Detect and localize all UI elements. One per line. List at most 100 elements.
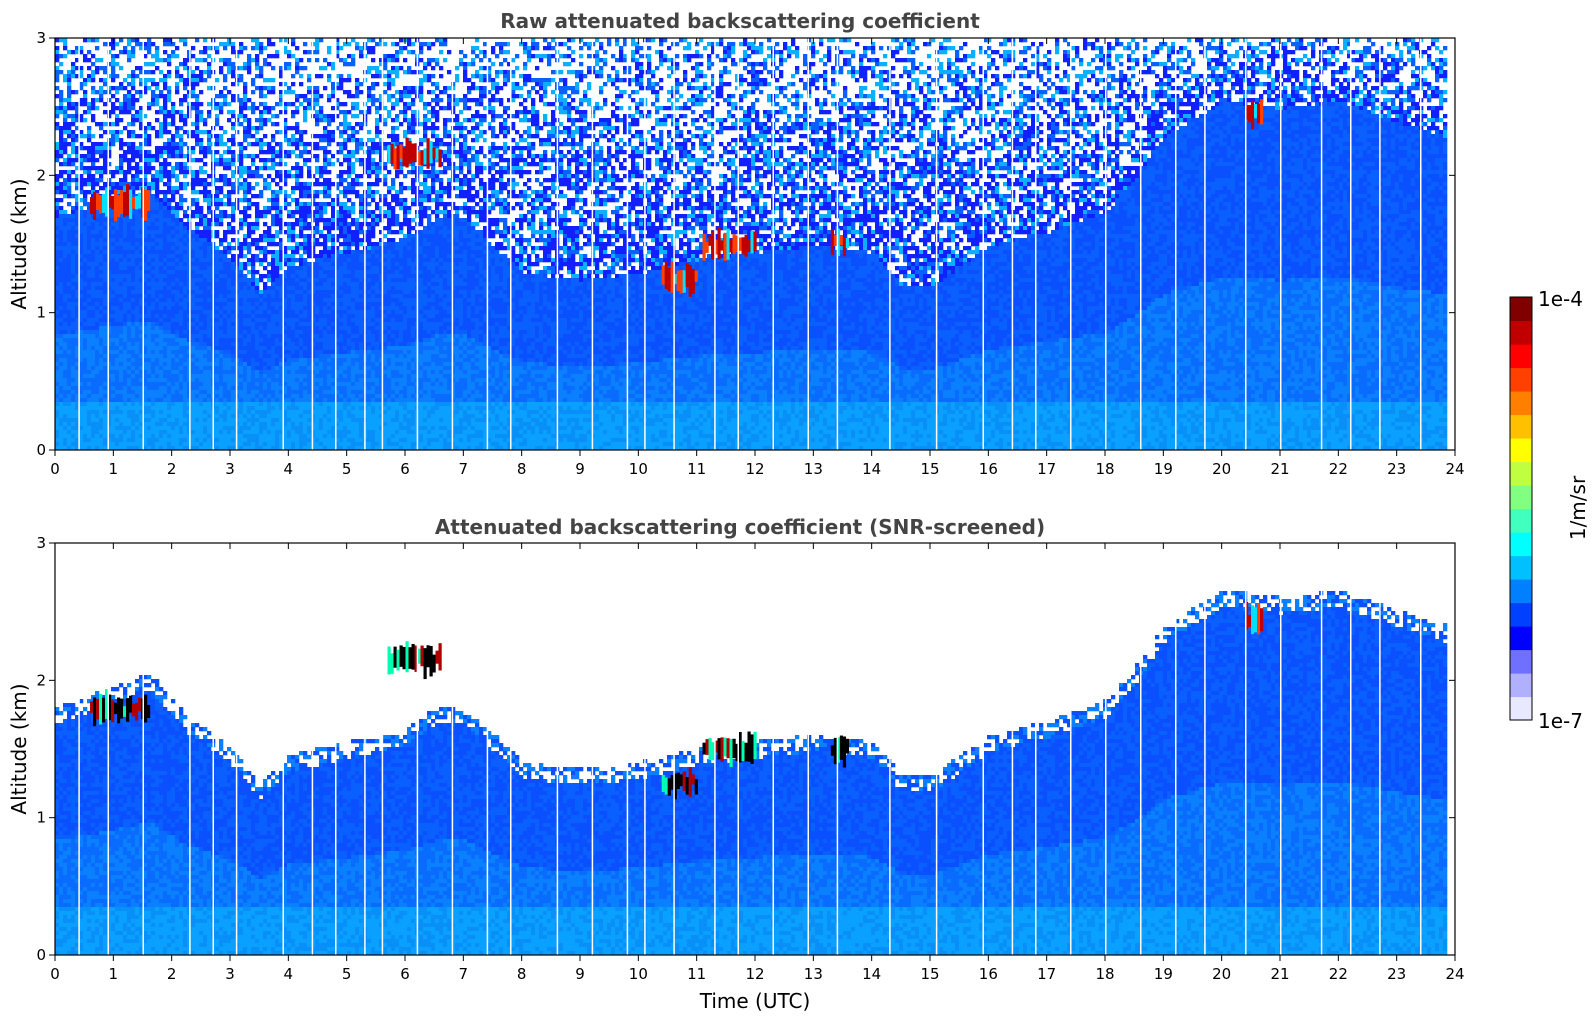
heatmap-cell [67, 70, 71, 74]
heatmap-cell [63, 246, 67, 250]
heatmap-cell [59, 126, 63, 130]
heatmap-cell [71, 402, 75, 406]
heatmap-cell [111, 250, 115, 254]
heatmap-cell [95, 414, 99, 418]
heatmap-cell [83, 354, 87, 358]
heatmap-cell [95, 410, 99, 414]
heatmap-cell [71, 338, 75, 342]
heatmap-cell [55, 374, 59, 378]
heatmap-cell [103, 246, 107, 250]
heatmap-cell [119, 130, 123, 134]
heatmap-cell [103, 406, 107, 410]
heatmap-cell [91, 250, 95, 254]
heatmap-cell [111, 318, 115, 322]
heatmap-cell [67, 402, 71, 406]
heatmap-cell [63, 358, 67, 362]
heatmap-cell [83, 90, 87, 94]
heatmap-cell [59, 314, 63, 318]
heatmap-cell [71, 314, 75, 318]
heatmap-cell [63, 386, 67, 390]
heatmap-cell [59, 266, 63, 270]
heatmap-cell [59, 378, 63, 382]
heatmap-cell [103, 254, 107, 258]
heatmap-cell [91, 234, 95, 238]
heatmap-cell [71, 366, 75, 370]
heatmap-cell [59, 274, 63, 278]
heatmap-cell [87, 110, 91, 114]
heatmap-cell [115, 238, 119, 242]
heatmap-cell [71, 210, 75, 214]
heatmap-cell [119, 110, 123, 114]
heatmap-cell [67, 338, 71, 342]
heatmap-cell [91, 146, 95, 150]
heatmap-cell [95, 302, 99, 306]
heatmap-cell [63, 46, 67, 50]
heatmap-cell [55, 378, 59, 382]
heatmap-cell [91, 262, 95, 266]
heatmap-cell [91, 394, 95, 398]
heatmap-cell [71, 254, 75, 258]
heatmap-cell [95, 38, 99, 42]
heatmap-cell [55, 254, 59, 258]
heatmap-cell [67, 330, 71, 334]
heatmap-cell [67, 290, 71, 294]
heatmap-cell [63, 394, 67, 398]
heatmap-cell [83, 170, 87, 174]
heatmap-cell [115, 294, 119, 298]
heatmap-cell [71, 258, 75, 262]
heatmap-cell [95, 230, 99, 234]
heatmap-cell [103, 278, 107, 282]
heatmap-cell [67, 170, 71, 174]
heatmap-cell [71, 410, 75, 414]
heatmap-cell [111, 142, 115, 146]
heatmap-cell [67, 254, 71, 258]
heatmap-cell [59, 334, 63, 338]
heatmap-cell [95, 338, 99, 342]
heatmap-cell [119, 218, 123, 222]
heatmap-cell [103, 318, 107, 322]
heatmap-cell [87, 362, 91, 366]
heatmap-cell [67, 370, 71, 374]
heatmap-cell [95, 98, 99, 102]
heatmap-cell [95, 434, 99, 438]
heatmap-cell [59, 98, 63, 102]
heatmap-cell [91, 62, 95, 66]
heatmap-cell [67, 314, 71, 318]
heatmap-cell [83, 306, 87, 310]
heatmap-cell [111, 406, 115, 410]
heatmap-cell [87, 358, 91, 362]
heatmap-cell [55, 286, 59, 290]
heatmap-cell [83, 118, 87, 122]
heatmap-cell [99, 170, 103, 174]
heatmap-cell [55, 174, 59, 178]
heatmap-cell [63, 362, 67, 366]
heatmap-cell [63, 194, 67, 198]
heatmap-cell [115, 310, 119, 314]
heatmap-cell [103, 386, 107, 390]
heatmap-cell [99, 270, 103, 274]
heatmap-cell [59, 326, 63, 330]
heatmap-cell [63, 438, 67, 442]
heatmap-cell [59, 150, 63, 154]
heatmap-cell [111, 418, 115, 422]
heatmap-cell [55, 386, 59, 390]
heatmap-cell [119, 250, 123, 254]
heatmap-cell [55, 434, 59, 438]
heatmap-cell [67, 406, 71, 410]
heatmap-cell [55, 306, 59, 310]
heatmap-cell [119, 102, 123, 106]
heatmap-cell [55, 326, 59, 330]
heatmap-cell [95, 70, 99, 74]
heatmap-cell [55, 310, 59, 314]
heatmap-cell [95, 66, 99, 70]
heatmap-cell [59, 190, 63, 194]
heatmap-cell [95, 358, 99, 362]
heatmap-cell [95, 322, 99, 326]
heatmap-cell [55, 358, 59, 362]
heatmap-cell [67, 218, 71, 222]
heatmap-cell [63, 122, 67, 126]
heatmap-cell [55, 250, 59, 254]
heatmap-cell [63, 286, 67, 290]
heatmap-cell [115, 118, 119, 122]
heatmap-cell [115, 266, 119, 270]
